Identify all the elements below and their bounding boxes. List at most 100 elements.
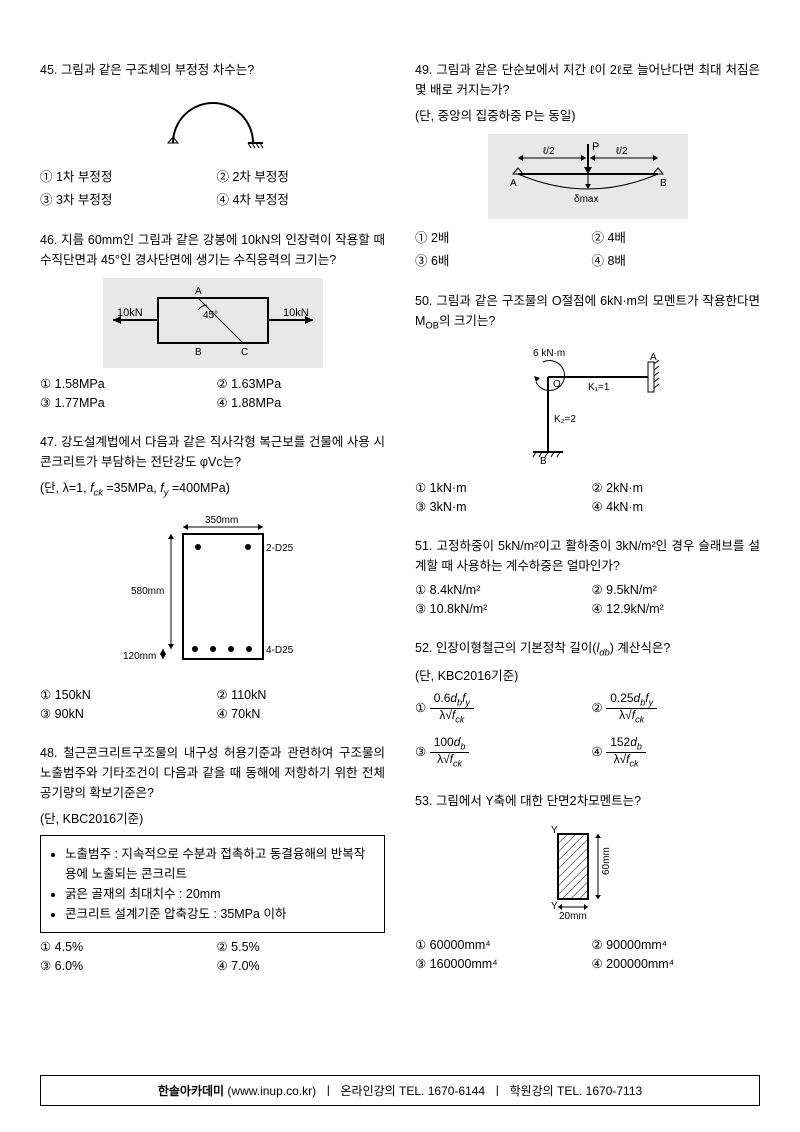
q48-opt4: ④ 7.0% <box>217 958 386 973</box>
q48-opt3: ③ 6.0% <box>40 958 209 973</box>
svg-text:K₁=1: K₁=1 <box>588 382 610 393</box>
q53-diagram: Y Y 20mm 60mm <box>415 819 760 929</box>
q48-options: ① 4.5% ② 5.5% ③ 6.0% ④ 7.0% <box>40 939 385 973</box>
q45-body: 그림과 같은 구조체의 부정정 차수는? <box>61 63 254 77</box>
question-49: 49. 그림과 같은 단순보에서 지간 ℓ이 2ℓ로 늘어난다면 최대 처짐은 … <box>415 60 760 269</box>
q45-text: 45. 그림과 같은 구조체의 부정정 차수는? <box>40 60 385 80</box>
q50-num: 50. <box>415 294 432 308</box>
svg-text:10kN: 10kN <box>283 307 309 319</box>
q53-opt2: ② 90000mm⁴ <box>592 937 761 952</box>
q52-opt3: ③ 100dbλ√fck <box>415 736 584 770</box>
q51-body: 고정하중이 5kN/m²이고 활하중이 3kN/m²인 경우 슬래브를 설계할 … <box>415 539 760 573</box>
question-47: 47. 강도설계법에서 다음과 같은 직사각형 복근보를 건물에 사용 시 콘크… <box>40 432 385 721</box>
q52-opt2: ② 0.25dbfyλ√fck <box>592 692 761 726</box>
q50-opt3: ③ 3kN·m <box>415 499 584 514</box>
svg-text:δmax: δmax <box>574 194 598 205</box>
svg-text:A: A <box>510 178 517 189</box>
q50-options: ① 1kN·m ② 2kN·m ③ 3kN·m ④ 4kN·m <box>415 480 760 514</box>
q46-options: ① 1.58MPa ② 1.63MPa ③ 1.77MPa ④ 1.88MPa <box>40 376 385 410</box>
svg-text:60mm: 60mm <box>601 847 612 875</box>
q53-num: 53. <box>415 794 432 808</box>
svg-text:ℓ/2: ℓ/2 <box>543 146 555 157</box>
page-footer: 한솔아카데미 (www.inup.co.kr) ㅣ 온라인강의 TEL. 167… <box>40 1075 760 1106</box>
question-50: 50. 그림과 같은 구조물의 O절점에 6kN·m의 모멘트가 작용한다면 M… <box>415 291 760 514</box>
svg-text:B: B <box>195 347 202 358</box>
q46-body: 지름 60mm인 그림과 같은 강봉에 10kN의 인장력이 작용할 때 수직단… <box>40 233 385 267</box>
svg-text:P: P <box>592 141 599 153</box>
q51-options: ① 8.4kN/m² ② 9.5kN/m² ③ 10.8kN/m² ④ 12.9… <box>415 582 760 616</box>
svg-text:B: B <box>540 456 547 467</box>
svg-text:Y: Y <box>551 825 558 836</box>
q48-box-1: 노출범주 : 지속적으로 수분과 접촉하고 동결융해의 반복작용에 노출되는 콘… <box>65 844 374 884</box>
page-columns: 45. 그림과 같은 구조체의 부정정 차수는? ① 1차 부정정 ② 2차 부… <box>40 60 760 995</box>
left-column: 45. 그림과 같은 구조체의 부정정 차수는? ① 1차 부정정 ② 2차 부… <box>40 60 385 995</box>
q49-opt3: ③ 6배 <box>415 250 584 269</box>
q47-text: 47. 강도설계법에서 다음과 같은 직사각형 복근보를 건물에 사용 시 콘크… <box>40 432 385 472</box>
svg-text:4-D25: 4-D25 <box>266 645 294 656</box>
footer-class: 학원강의 TEL. 1670-7113 <box>510 1084 643 1098</box>
q49-text: 49. 그림과 같은 단순보에서 지간 ℓ이 2ℓ로 늘어난다면 최대 처짐은 … <box>415 60 760 100</box>
q48-opt2: ② 5.5% <box>217 939 386 954</box>
q46-text: 46. 지름 60mm인 그림과 같은 강봉에 10kN의 인장력이 작용할 때… <box>40 230 385 270</box>
svg-text:45°: 45° <box>203 310 218 321</box>
q45-diagram <box>40 88 385 158</box>
q51-opt4: ④ 12.9kN/m² <box>592 601 761 616</box>
q46-opt2: ② 1.63MPa <box>217 376 386 391</box>
q49-opt1: ① 2배 <box>415 227 584 246</box>
q48-body: 철근콘크리트구조물의 내구성 허용기준과 관련하여 구조물의 노출범주와 기타조… <box>40 746 385 800</box>
q48-num: 48. <box>40 746 57 760</box>
q47-body: 강도설계법에서 다음과 같은 직사각형 복근보를 건물에 사용 시 콘크리트가 … <box>40 435 385 469</box>
q51-text: 51. 고정하중이 5kN/m²이고 활하중이 3kN/m²인 경우 슬래브를 … <box>415 536 760 576</box>
q49-options: ① 2배 ② 4배 ③ 6배 ④ 8배 <box>415 227 760 269</box>
q52-opt1: ① 0.6dbfyλ√fck <box>415 692 584 726</box>
q46-opt3: ③ 1.77MPa <box>40 395 209 410</box>
q47-opt3: ③ 90kN <box>40 706 209 721</box>
q48-cond: (단, KBC2016기준) <box>40 809 385 829</box>
q47-opt2: ② 110kN <box>217 687 386 702</box>
q47-diagram: 350mm 580mm 120mm 2-D25 4-D25 <box>40 509 385 679</box>
q48-box: 노출범주 : 지속적으로 수분과 접촉하고 동결융해의 반복작용에 노출되는 콘… <box>40 835 385 933</box>
svg-text:K₂=2: K₂=2 <box>554 414 576 425</box>
q48-text: 48. 철근콘크리트구조물의 내구성 허용기준과 관련하여 구조물의 노출범주와… <box>40 743 385 803</box>
q49-diagram: P A B ℓ/2 ℓ/2 δmax <box>415 134 760 219</box>
q46-opt4: ④ 1.88MPa <box>217 395 386 410</box>
question-53: 53. 그림에서 Y축에 대한 단면2차모멘트는? Y Y 20mm 60mm … <box>415 791 760 971</box>
right-column: 49. 그림과 같은 단순보에서 지간 ℓ이 2ℓ로 늘어난다면 최대 처짐은 … <box>415 60 760 995</box>
q53-opt4: ④ 200000mm⁴ <box>592 956 761 971</box>
q47-cond: (단, λ=1, fck =35MPa, fy =400MPa) <box>40 478 385 501</box>
svg-text:120mm: 120mm <box>123 651 156 662</box>
q50-text: 50. 그림과 같은 구조물의 O절점에 6kN·m의 모멘트가 작용한다면 M… <box>415 291 760 334</box>
svg-text:350mm: 350mm <box>205 515 238 526</box>
question-52: 52. 인장이형철근의 기본정착 길이(ldb) 계산식은? (단, KBC20… <box>415 638 760 770</box>
q53-text: 53. 그림에서 Y축에 대한 단면2차모멘트는? <box>415 791 760 811</box>
q51-opt1: ① 8.4kN/m² <box>415 582 584 597</box>
footer-sep2: ㅣ <box>492 1084 503 1098</box>
q46-diagram: 45° A B C 10kN 10kN <box>40 278 385 368</box>
q45-num: 45. <box>40 63 57 77</box>
footer-url: (www.inup.co.kr) <box>227 1084 316 1098</box>
q49-opt2: ② 4배 <box>592 227 761 246</box>
svg-text:O: O <box>553 379 561 390</box>
svg-text:ℓ/2: ℓ/2 <box>616 146 628 157</box>
q53-opt3: ③ 160000mm⁴ <box>415 956 584 971</box>
q53-opt1: ① 60000mm⁴ <box>415 937 584 952</box>
svg-text:A: A <box>650 352 657 363</box>
q49-opt4: ④ 8배 <box>592 250 761 269</box>
q52-options: ① 0.6dbfyλ√fck ② 0.25dbfyλ√fck ③ 100dbλ√… <box>415 692 760 769</box>
q46-num: 46. <box>40 233 57 247</box>
q51-opt2: ② 9.5kN/m² <box>592 582 761 597</box>
svg-text:6 kN·m: 6 kN·m <box>533 348 565 359</box>
q49-cond: (단, 중앙의 집중하중 P는 동일) <box>415 106 760 126</box>
question-45: 45. 그림과 같은 구조체의 부정정 차수는? ① 1차 부정정 ② 2차 부… <box>40 60 385 208</box>
q45-opt4: ④ 4차 부정정 <box>217 189 386 208</box>
q48-opt1: ① 4.5% <box>40 939 209 954</box>
q51-opt3: ③ 10.8kN/m² <box>415 601 584 616</box>
footer-online: 온라인강의 TEL. 1670-6144 <box>341 1084 486 1098</box>
q53-body: 그림에서 Y축에 대한 단면2차모멘트는? <box>436 794 641 808</box>
svg-text:580mm: 580mm <box>131 586 164 597</box>
svg-text:Y: Y <box>551 901 558 912</box>
question-51: 51. 고정하중이 5kN/m²이고 활하중이 3kN/m²인 경우 슬래브를 … <box>415 536 760 616</box>
q47-opt1: ① 150kN <box>40 687 209 702</box>
question-48: 48. 철근콘크리트구조물의 내구성 허용기준과 관련하여 구조물의 노출범주와… <box>40 743 385 973</box>
svg-text:B: B <box>660 178 667 189</box>
